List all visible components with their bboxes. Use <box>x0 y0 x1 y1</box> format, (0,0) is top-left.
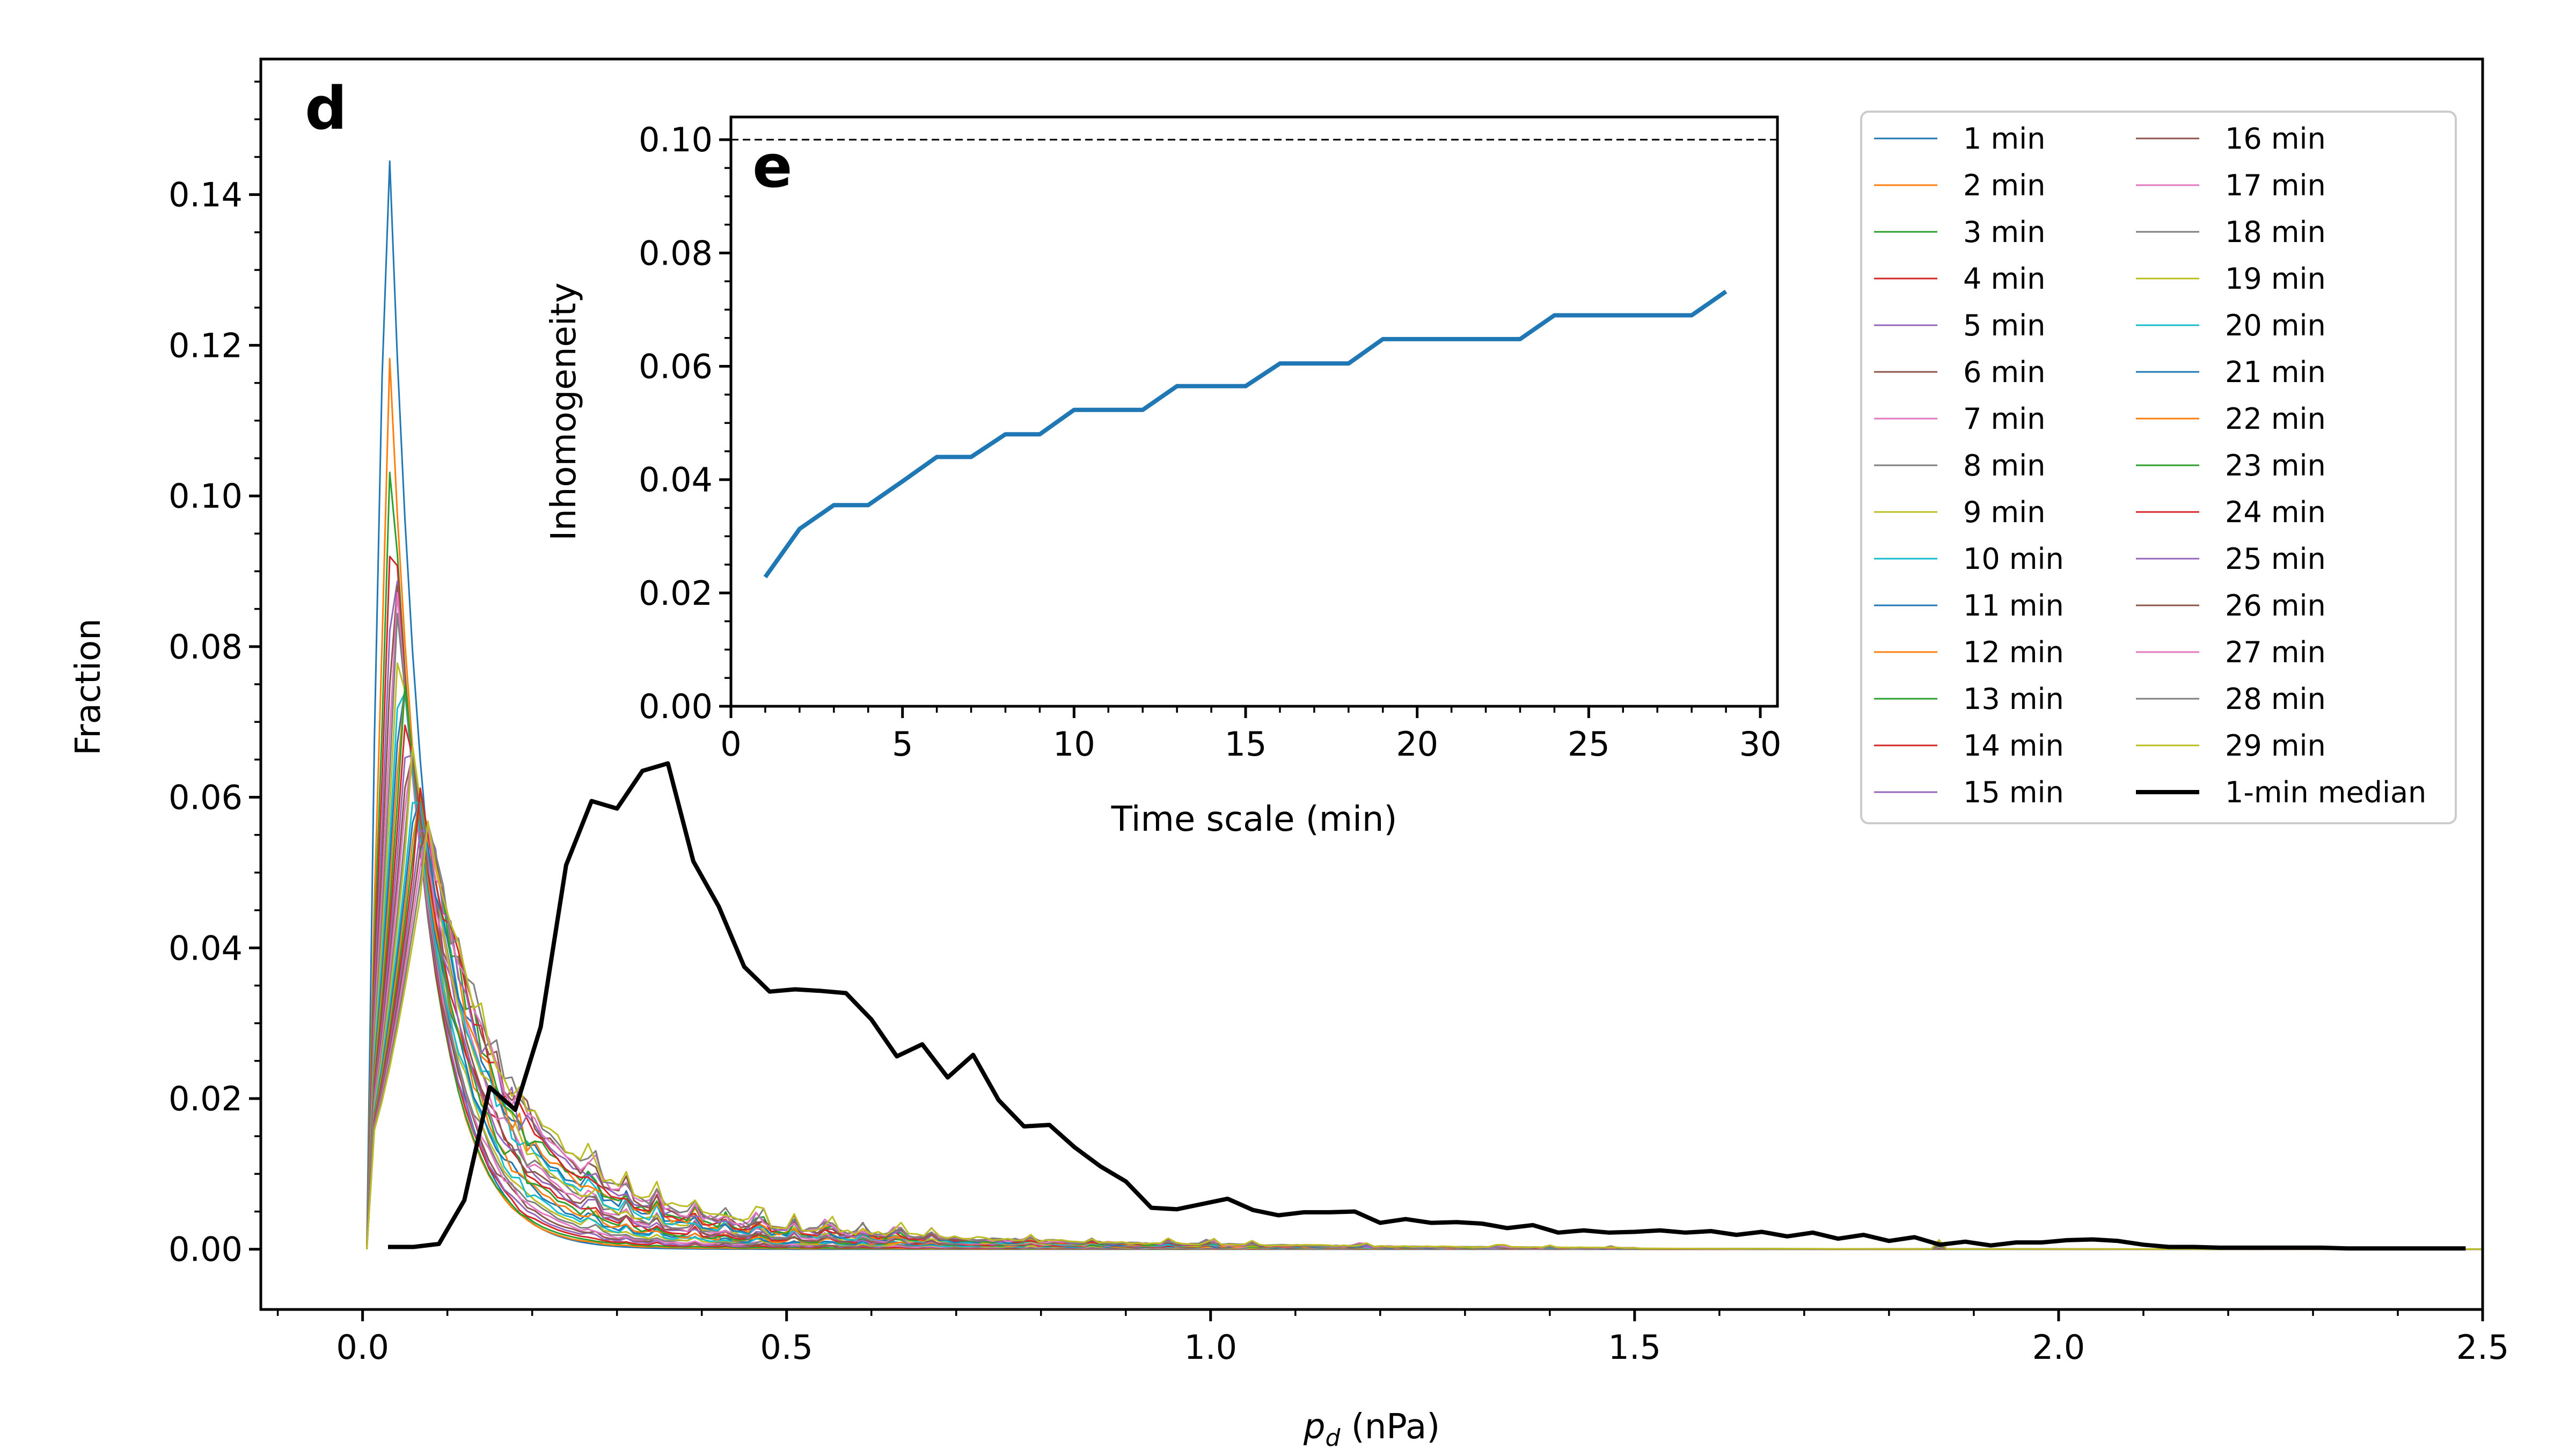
legend-label: 3 min <box>1963 215 2045 249</box>
panel-label-d: d <box>305 74 347 143</box>
legend-label: 21 min <box>2225 355 2326 389</box>
main-y-axis: 0.00 0.02 0.04 0.06 0.08 0.10 0.12 0.14 <box>169 80 261 1269</box>
x-label-unit: (nPa) <box>1340 1407 1440 1447</box>
inset-background <box>731 117 1777 706</box>
x-tick-label: 2.5 <box>2456 1328 2509 1367</box>
legend-label: 6 min <box>1963 355 2045 389</box>
legend-label: 18 min <box>2225 215 2326 249</box>
inset-y-tick-label: 0.00 <box>639 687 713 726</box>
x-label-main: p <box>1303 1407 1326 1447</box>
inset-y-tick-label: 0.06 <box>639 347 713 386</box>
legend-label: 25 min <box>2225 542 2326 576</box>
inset-x-tick-label: 5 <box>892 724 913 764</box>
legend: 1 min 2 min 3 min 4 min 5 min 6 min 7 min 8 min… <box>1860 111 2457 824</box>
y-tick-label: 0.12 <box>169 326 243 365</box>
legend-label: 17 min <box>2225 169 2326 202</box>
series-line <box>366 820 2483 1250</box>
legend-label: 8 min <box>1963 449 2045 482</box>
legend-label: 15 min <box>1963 775 2064 809</box>
legend-label: 1 min <box>1963 122 2045 156</box>
inset-chart: 0 5 10 15 20 25 30 0.000.020.040.060.080.10 e … <box>544 115 1781 839</box>
x-label-subscript: d <box>1325 1424 1341 1449</box>
inset-x-axis: 0 5 10 15 20 25 30 <box>720 706 1781 764</box>
legend-items: 1 min 2 min 3 min 4 min 5 min 6 min 7 min 8 min… <box>1874 122 2426 809</box>
y-tick-label: 0.04 <box>169 928 243 968</box>
legend-label: 24 min <box>2225 495 2326 529</box>
y-tick-label: 0.06 <box>169 778 243 817</box>
legend-label: 20 min <box>2225 309 2326 342</box>
inset-y-tick-label: 0.02 <box>639 574 713 613</box>
main-y-axis-label: Fraction <box>69 618 108 755</box>
y-tick-label: 0.08 <box>169 627 243 667</box>
main-chart: 0.0 0.5 1.0 1.5 2.0 2.5 0.000.020.040.060.080… <box>69 57 2509 1449</box>
legend-label: 7 min <box>1963 402 2045 436</box>
legend-label: 19 min <box>2225 262 2326 296</box>
legend-label: 16 min <box>2225 122 2326 156</box>
y-tick-label: 0.00 <box>169 1230 243 1269</box>
main-median-group <box>388 761 2466 1251</box>
inset-x-axis-label: Time scale (min) <box>1111 800 1397 839</box>
legend-box <box>1860 111 2457 824</box>
legend-label: 13 min <box>1963 682 2064 716</box>
inset-x-tick-label: 0 <box>720 724 741 764</box>
panel-label-e: e <box>752 132 793 201</box>
inset-x-tick-label: 30 <box>1739 724 1782 764</box>
legend-label: 28 min <box>2225 682 2326 716</box>
x-tick-label: 2.0 <box>2032 1328 2085 1367</box>
inset-y-tick-label: 0.10 <box>639 120 713 159</box>
legend-label: 2 min <box>1963 169 2045 202</box>
legend-label: 12 min <box>1963 635 2064 669</box>
inset-y-axis: 0.00 0.02 0.04 0.06 0.08 0.10 <box>639 120 731 726</box>
legend-label: 26 min <box>2225 589 2326 623</box>
legend-label: 11 min <box>1963 589 2064 623</box>
inset-y-axis-label: Inhomogeneity <box>544 282 584 540</box>
y-tick-label: 0.10 <box>169 477 243 516</box>
legend-label: 23 min <box>2225 449 2326 482</box>
inset-plot-area <box>731 138 1777 579</box>
legend-label: 27 min <box>2225 635 2326 669</box>
inset-x-tick-label: 20 <box>1396 724 1438 764</box>
legend-label: 14 min <box>1963 729 2064 763</box>
inset-x-tick-label: 25 <box>1568 724 1610 764</box>
inset-x-tick-label: 15 <box>1225 724 1267 764</box>
x-tick-label: 0.0 <box>336 1328 389 1367</box>
legend-label: 5 min <box>1963 309 2045 342</box>
legend-label: 10 min <box>1963 542 2064 576</box>
y-tick-label: 0.02 <box>169 1079 243 1118</box>
inset-y-tick-label: 0.08 <box>639 233 713 273</box>
legend-label: 1-min median <box>2225 775 2426 809</box>
legend-label: 29 min <box>2225 729 2326 763</box>
legend-label: 9 min <box>1963 495 2045 529</box>
legend-label: 22 min <box>2225 402 2326 436</box>
legend-label: 4 min <box>1963 262 2045 296</box>
main-series-group <box>366 160 2483 1250</box>
x-tick-label: 0.5 <box>760 1328 813 1367</box>
x-tick-label: 1.0 <box>1184 1328 1237 1367</box>
median-line <box>388 761 2466 1251</box>
inhomogeneity-line <box>763 289 1728 579</box>
x-tick-label: 1.5 <box>1608 1328 1662 1367</box>
inset-y-tick-label: 0.04 <box>639 460 713 500</box>
inset-x-tick-label: 10 <box>1053 724 1095 764</box>
main-x-axis-label: pd (nPa) <box>1303 1407 1440 1449</box>
y-tick-label: 0.14 <box>169 175 243 215</box>
main-x-axis: 0.0 0.5 1.0 1.5 2.0 2.5 <box>276 1309 2509 1367</box>
inset-axes-frame <box>729 115 1779 708</box>
